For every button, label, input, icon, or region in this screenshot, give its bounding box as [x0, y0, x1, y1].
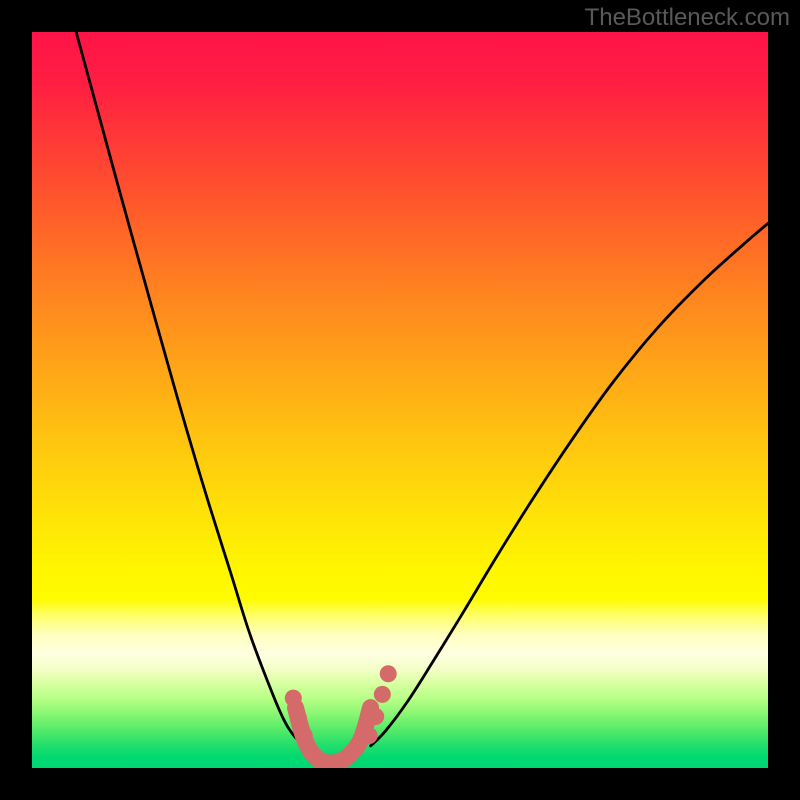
overlay-dot-left-1	[290, 709, 307, 726]
overlay-dot-right-3	[380, 665, 397, 682]
overlay-dot-right-0	[361, 727, 378, 744]
curve-right-branch	[371, 223, 768, 746]
overlay-dot-left-2	[296, 727, 313, 744]
overlay-dot-left-0	[285, 690, 302, 707]
plot-area	[32, 32, 768, 768]
overlay-dot-right-1	[367, 708, 384, 725]
chart-svg	[32, 32, 768, 768]
watermark-text: TheBottleneck.com	[585, 4, 790, 32]
curve-left-branch	[76, 32, 304, 746]
overlay-dot-right-2	[374, 686, 391, 703]
